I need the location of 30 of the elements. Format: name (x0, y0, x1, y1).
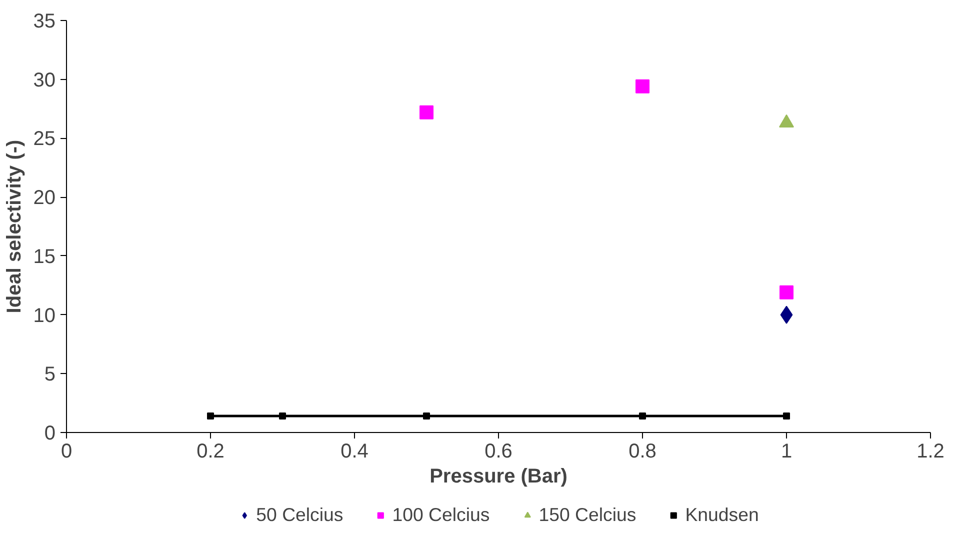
legend-label: Knudsen (685, 504, 759, 526)
x-tick-label: 1.2 (916, 440, 944, 462)
point (636, 79, 650, 94)
y-tick-label: 0 (44, 422, 56, 444)
legend-label: 150 Celcius (538, 504, 636, 526)
x-tick-label: 0 (60, 440, 72, 462)
point (207, 412, 214, 420)
y-tick-label: 5 (44, 364, 56, 386)
y-tick-label: 10 (33, 304, 56, 327)
point (639, 412, 646, 420)
legend-label: 100 Celcius (392, 504, 490, 526)
y-axis-title: Ideal selectivity (-) (3, 140, 26, 314)
point (783, 412, 790, 420)
point (279, 412, 286, 420)
point (780, 285, 794, 300)
x-tick-label: 1 (780, 440, 792, 462)
y-tick-label: 20 (33, 187, 56, 210)
x-tick-label: 0.8 (628, 440, 656, 462)
x-tick-label: 0.6 (484, 440, 512, 462)
y-tick-label: 30 (33, 69, 56, 92)
x-tick-label: 0.2 (196, 440, 224, 462)
x-axis-title: Pressure (Bar) (430, 466, 568, 488)
x-tick-label: 0.4 (340, 440, 368, 462)
point (420, 105, 434, 120)
point (780, 306, 793, 324)
y-tick-label: 15 (33, 246, 56, 268)
y-tick-label: 35 (33, 10, 56, 32)
point (423, 412, 430, 420)
y-tick-label: 25 (33, 128, 56, 150)
legend-label: 50 Celcius (256, 504, 344, 526)
